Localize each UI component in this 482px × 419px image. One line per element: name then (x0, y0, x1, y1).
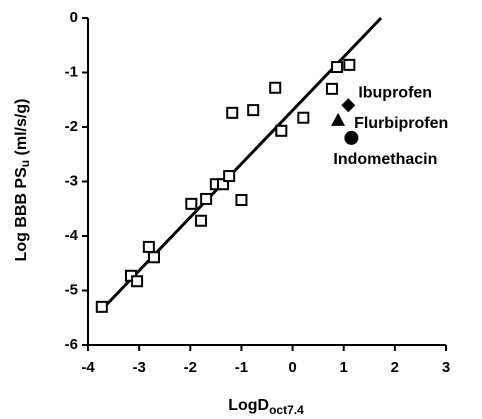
x-tick-label: -4 (81, 359, 95, 376)
point (341, 98, 356, 113)
y-label-main: Log BBB PS (13, 167, 30, 262)
point-label: Ibuprofen (358, 84, 432, 101)
point (185, 197, 198, 210)
x-tick-label: -2 (184, 359, 197, 376)
point (343, 58, 356, 71)
point (269, 81, 282, 94)
x-tick-label: 1 (340, 359, 348, 376)
x-tick-label: -3 (132, 359, 145, 376)
y-tick-label: -1 (65, 63, 78, 80)
point (226, 106, 239, 119)
y-axis-label: Log BBB PSu (ml/s/g) (13, 99, 32, 262)
y-tick-label: -5 (65, 281, 78, 298)
point (142, 240, 155, 253)
point (331, 61, 344, 74)
point (297, 111, 310, 124)
y-tick-label: -2 (65, 118, 78, 135)
point (344, 130, 359, 145)
point (200, 192, 213, 205)
point-label: Indomethacin (333, 151, 437, 168)
x-axis-label: LogDoct7.4 (228, 397, 304, 417)
point (147, 251, 160, 264)
point (235, 194, 248, 207)
y-label-sub: u (18, 160, 32, 167)
point (331, 112, 346, 126)
x-label-sub: oct7.4 (269, 403, 304, 417)
point (95, 300, 108, 313)
point (195, 214, 208, 227)
y-tick-label: -3 (65, 172, 78, 189)
x-tick-label: 3 (442, 359, 450, 376)
point (131, 275, 144, 288)
point-label: Flurbiprofen (354, 115, 448, 132)
x-tick-label: 2 (391, 359, 399, 376)
point (275, 124, 288, 137)
y-label-unit: (ml/s/g) (13, 99, 30, 160)
y-tick-label: -4 (65, 227, 79, 244)
point (325, 82, 338, 95)
x-label-main: LogD (228, 397, 269, 414)
x-tick-label: 0 (288, 359, 296, 376)
x-tick-label: -1 (235, 359, 248, 376)
point (223, 170, 236, 183)
y-tick-label: -6 (65, 336, 78, 353)
y-tick-label: 0 (70, 9, 78, 26)
point (217, 178, 230, 191)
point (247, 104, 260, 117)
